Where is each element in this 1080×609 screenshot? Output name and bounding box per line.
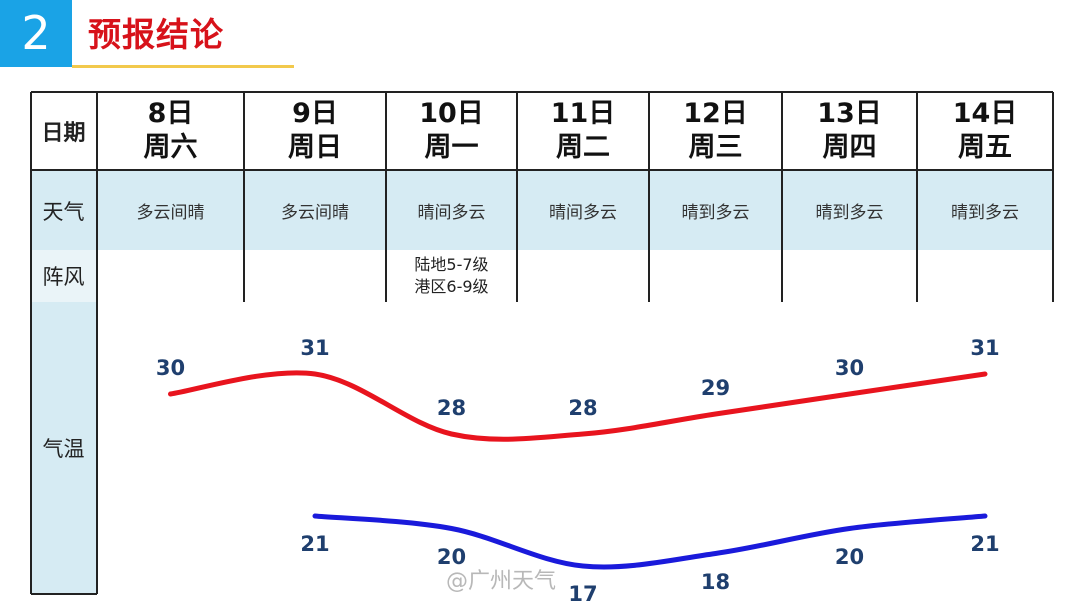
gust-cell [517,250,649,302]
gust-cell [244,250,386,302]
gust-header: 阵风 [42,265,85,289]
weekday-label: 周日 [288,132,342,163]
section-number-badge: 2 [0,0,72,67]
date-cell: 11日 周二 [517,92,649,170]
weekday-label: 周二 [556,132,610,163]
high-temp-label: 30 [155,356,186,380]
gust-label-band [31,250,97,302]
high-temp-label: 29 [700,376,731,400]
weekday-label: 周五 [958,132,1012,163]
weather-cell: 晴间多云 [549,202,617,223]
weekday-label: 周六 [143,132,198,163]
temp-label-band [31,302,97,594]
gust-cell: 陆地5-7级 港区6-9级 [386,250,517,302]
date-label: 8日 [147,98,194,129]
date-cell: 9日 周日 [244,92,386,170]
gust-cell [97,250,244,302]
weekday-label: 周三 [688,132,743,163]
low-temp-label: 20 [834,544,865,569]
temperature-header: 气温 [42,437,85,461]
gust-cell [782,250,917,302]
date-cell: 12日 周三 [649,92,782,170]
date-label: 9日 [292,98,338,129]
date-cell: 14日 周五 [917,92,1053,170]
gust-cell [917,250,1053,302]
weather-cell: 晴到多云 [681,202,750,223]
date-label: 14日 [952,98,1018,129]
weather-cell: 晴到多云 [951,202,1019,223]
weekday-label: 周四 [822,132,877,163]
weather-cell: 多云间晴 [281,202,349,223]
gust-line: 港区6-9级 [414,277,489,296]
low-temp-label: 21 [970,532,1000,556]
high-temp-label: 28 [436,396,467,420]
high-temp-label: 31 [300,336,330,360]
weekday-label: 周一 [424,132,479,163]
high-temp-label: 31 [970,336,1000,360]
date-header: 日期 [41,121,86,146]
date-cell: 8日 周六 [97,92,244,170]
low-temp-label: 18 [700,569,731,594]
weather-header: 天气 [42,200,85,224]
low-temp-label: 21 [300,532,330,556]
date-label: 13日 [817,98,882,129]
date-label: 11日 [550,98,616,129]
high-temp-label: 30 [834,356,865,380]
low-temp-label: 20 [436,544,467,569]
date-label: 12日 [683,98,748,129]
gust-line: 陆地5-7级 [414,255,489,274]
date-cell: 10日 周一 [386,92,517,170]
gust-cell [649,250,782,302]
weather-row-band [31,170,1053,250]
page-title: 预报结论 [88,15,224,54]
weather-cell: 多云间晴 [136,202,205,223]
weather-cell: 晴间多云 [417,202,486,223]
weibo-watermark: @广州天气 [446,569,557,594]
high-temp-label: 28 [568,396,598,420]
date-cell: 13日 周四 [782,92,917,170]
low-temp-label: 17 [568,582,598,606]
title-underline [72,65,294,68]
weather-cell: 晴到多云 [815,202,884,223]
date-label: 10日 [419,98,484,129]
